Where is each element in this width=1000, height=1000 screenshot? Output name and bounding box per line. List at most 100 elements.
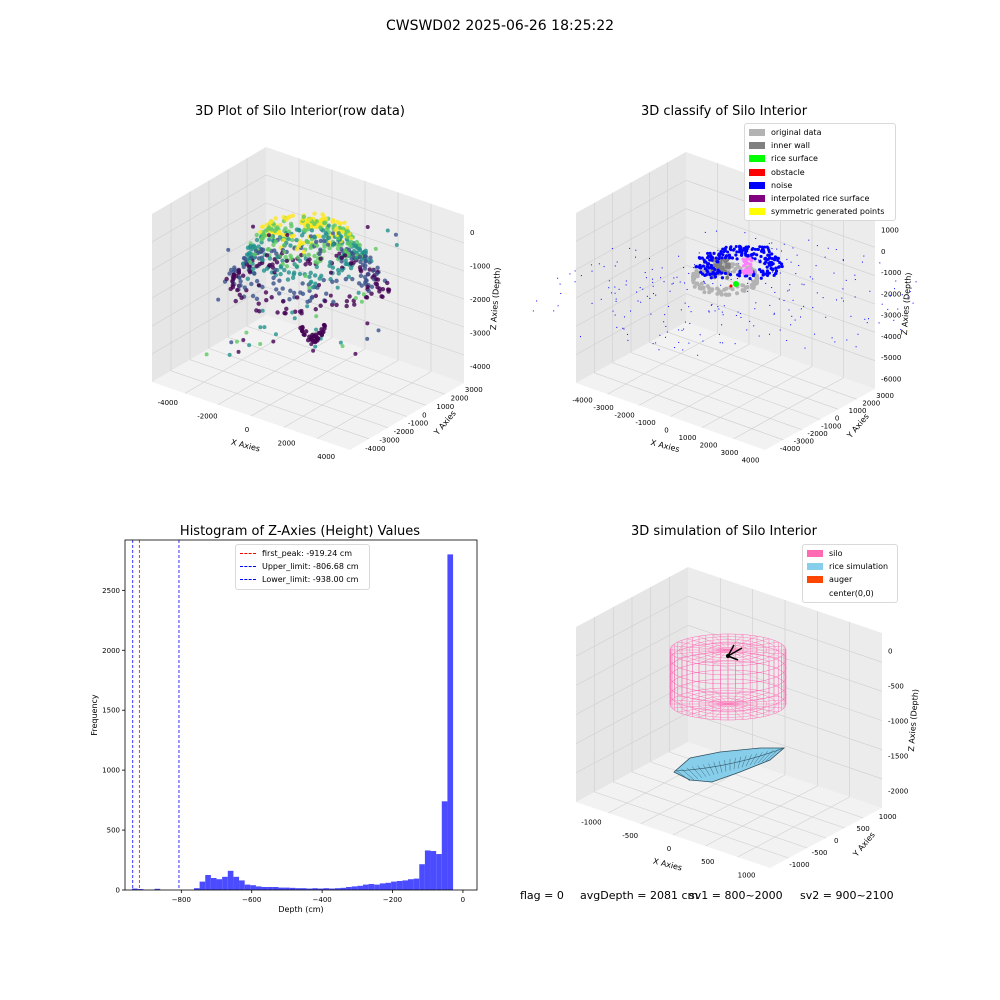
panel2-noise-point [831,337,833,339]
legend-label: symmetric generated points [771,207,885,217]
panel1-grid-line [246,325,446,395]
status-sv2: sv2 = 900~2100 [800,889,894,902]
panel2-noise-point [688,306,690,308]
panel2-x-tick-label: 4000 [742,456,760,464]
panel2-noise-point [704,283,706,285]
panel2-grid-line [667,331,857,400]
panel2-noise-point [776,248,778,250]
panel1-data-point [375,265,380,270]
histogram-bar [154,888,161,890]
silo-cap-spoke [727,688,744,705]
panel1-z-tick-label: -3000 [470,330,490,338]
panel1-data-point [323,231,328,236]
panel1-data-point [305,304,310,309]
panel2-inner-wall-point [718,260,723,265]
histogram-bar [210,878,217,890]
panel2-noise-point [822,297,824,299]
panel2-noise-point [666,331,668,333]
panel2-noise-point [755,237,757,239]
panel1-data-point [330,242,336,247]
panel2-noise-point [713,275,718,279]
panel2-noise-point [747,290,749,292]
panel1-data-point [334,253,339,258]
panel1-data-point [303,262,308,267]
legend-swatch [749,181,765,189]
silo-cap-spoke [727,703,785,709]
panel2-noise-point [700,256,704,260]
panel1-data-point [370,268,376,273]
panel1-data-point [339,268,345,273]
panel2-noise-point [764,260,768,264]
panel1-data-point [286,229,292,234]
panel1-data-point [258,342,263,347]
panel2-noise-point [611,292,613,294]
panel1-data-point [258,325,263,330]
panel2-noise-point [706,270,710,274]
panel2-y-tick-label: 3000 [876,392,894,400]
panel1-data-point [303,228,308,233]
panel2-noise-point [720,284,722,286]
histogram-x-tick-label: −800 [172,896,191,904]
panel2-original-point [710,287,715,292]
legend-entry: auger [807,573,893,586]
panel2-noise-point [682,349,684,351]
panel2-noise-point [792,247,794,249]
panel1-data-point [314,314,319,319]
panel1-data-point [336,231,341,236]
panel2-noise-point [681,329,683,331]
panel1-data-point [226,247,231,252]
panel1-data-point [234,339,239,344]
panel2-noise-point [671,283,673,285]
panel2-noise-point [644,272,646,274]
legend-swatch [749,168,765,176]
panel2-noise-point [614,286,616,288]
panel2-noise-point [729,248,733,252]
panel2-interpolated-point [742,272,746,276]
histogram-bar [132,888,138,890]
panel4-z-tick-label: -1000 [888,718,908,726]
panel2-noise-point [842,260,844,262]
panel1-data-point [362,249,367,255]
panel2-noise-point [557,277,559,279]
histogram-bar [413,878,420,890]
legend-entry: silo [807,547,893,560]
panel2-noise-point [812,278,814,280]
panel2-noise-point [655,294,657,296]
panel1-data-point [283,226,288,231]
rice-mesh-line [702,764,711,776]
panel2-noise-point [881,303,883,305]
panel2-noise-point [712,251,716,255]
silo-cap-spoke [698,703,729,719]
panel2-inner-wall-point [726,262,731,267]
panel2-noise-point [735,250,739,254]
panel1-data-point [304,329,309,334]
panel2-noise-point [767,271,771,275]
panel1-data-point [365,336,370,341]
panel2-noise-point [635,256,637,258]
panel2-noise-point [758,335,760,337]
panel1-z-axis-label: Z Axies (Depth) [489,267,502,330]
legend-label: interpolated rice surface [771,194,870,204]
panel2-noise-point [580,275,582,277]
panel1-data-point [366,288,371,294]
panel2-noise-point [809,276,811,278]
panel1-data-point [385,228,390,233]
panel2-noise-point [629,247,631,249]
legend-entry: Upper_limit: -806.68 cm [240,560,365,573]
rice-mesh-line [737,756,741,769]
panel2-noise-point [723,305,725,307]
panel2-interpolated-point [746,261,750,266]
panel2-noise-point [816,245,818,247]
panel1-data-point [374,271,379,277]
panel2-noise-point [615,298,617,300]
panel2-noise-point [740,248,744,252]
panel2-noise-point [770,257,775,261]
panel2-noise-point [756,247,760,251]
panel2-rice-surface-point [733,281,739,287]
panel1-data-point [375,285,380,290]
panel4-x-tick-label: -1000 [581,819,601,827]
histogram-bar [301,888,307,890]
panel1-data-point [322,242,327,247]
panel2-noise-point [616,326,618,328]
panel2-noise-point [579,336,581,338]
